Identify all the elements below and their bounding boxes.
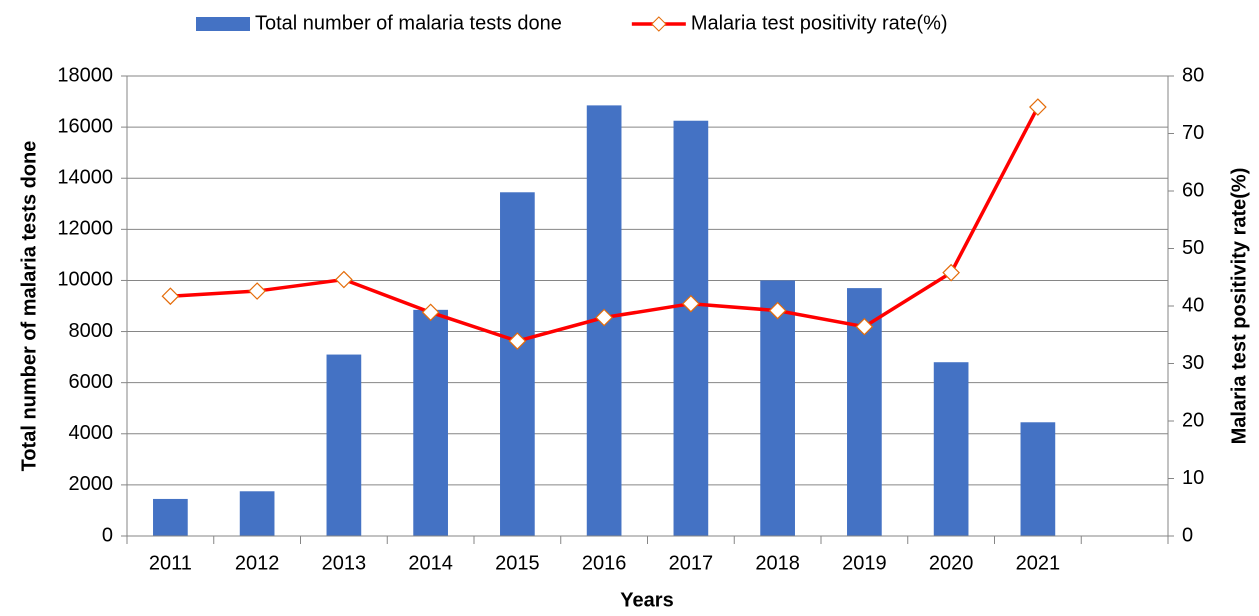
x-axis-label: Years <box>620 589 673 611</box>
marker <box>595 308 613 327</box>
marker <box>855 317 874 336</box>
legend-label: Total number of malaria tests done <box>255 12 562 34</box>
x-tick-label: 2019 <box>842 552 887 574</box>
bar <box>239 491 275 536</box>
y2-tick-label: 0 <box>1182 524 1193 546</box>
marker <box>1029 98 1047 116</box>
y-tick-label: 2000 <box>69 473 114 495</box>
bar <box>760 280 795 536</box>
bar <box>326 354 362 536</box>
x-tick-label: 2012 <box>235 552 280 574</box>
y2-tick-label: 10 <box>1182 467 1204 489</box>
x-tick-label: 2015 <box>495 552 540 574</box>
y2-tick-label: 70 <box>1182 122 1204 144</box>
bar <box>673 120 709 536</box>
x-tick-label: 2014 <box>408 552 453 574</box>
y-tick-label: 16000 <box>57 115 113 137</box>
marker <box>942 263 960 282</box>
y-tick-label: 0 <box>102 524 113 546</box>
marker <box>508 332 527 350</box>
x-tick-label: 2013 <box>322 552 367 574</box>
y-tick-label: 4000 <box>69 422 114 444</box>
legend-swatch <box>196 17 250 31</box>
y-tick-label: 6000 <box>69 371 114 393</box>
y2-tick-label: 20 <box>1182 409 1204 431</box>
y-tick-label: 10000 <box>57 269 113 291</box>
y-tick-label: 8000 <box>69 320 114 342</box>
y2-tick-label: 50 <box>1182 237 1204 259</box>
x-tick-label: 2017 <box>669 552 714 574</box>
y2-tick-label: 60 <box>1182 179 1204 201</box>
y-tick-label: 18000 <box>57 64 113 86</box>
marker <box>768 301 787 320</box>
bar <box>500 192 535 536</box>
legend-label: Malaria test positivity rate(%) <box>691 12 948 34</box>
bar <box>1020 422 1056 536</box>
y2-tick-label: 40 <box>1182 294 1204 316</box>
y-axis-label: Total number of malaria tests done <box>18 141 40 472</box>
y2-axis-label: Malaria test positivity rate(%) <box>1228 168 1250 445</box>
bar <box>413 309 448 536</box>
x-tick-label: 2018 <box>755 552 800 574</box>
marker <box>682 294 700 313</box>
x-tick-label: 2020 <box>929 552 974 574</box>
legend-marker <box>651 16 667 32</box>
marker <box>161 287 180 306</box>
y2-tick-label: 80 <box>1182 64 1204 86</box>
marker <box>335 270 353 289</box>
y-tick-label: 14000 <box>57 167 113 189</box>
y-tick-label: 12000 <box>57 218 113 240</box>
marker <box>248 282 266 300</box>
bar <box>153 498 188 536</box>
x-tick-label: 2016 <box>582 552 627 574</box>
y2-tick-label: 30 <box>1182 352 1204 374</box>
x-tick-label: 2011 <box>149 552 192 574</box>
marker <box>421 303 440 322</box>
x-tick-label: 2021 <box>1016 552 1061 574</box>
bar <box>933 362 969 536</box>
